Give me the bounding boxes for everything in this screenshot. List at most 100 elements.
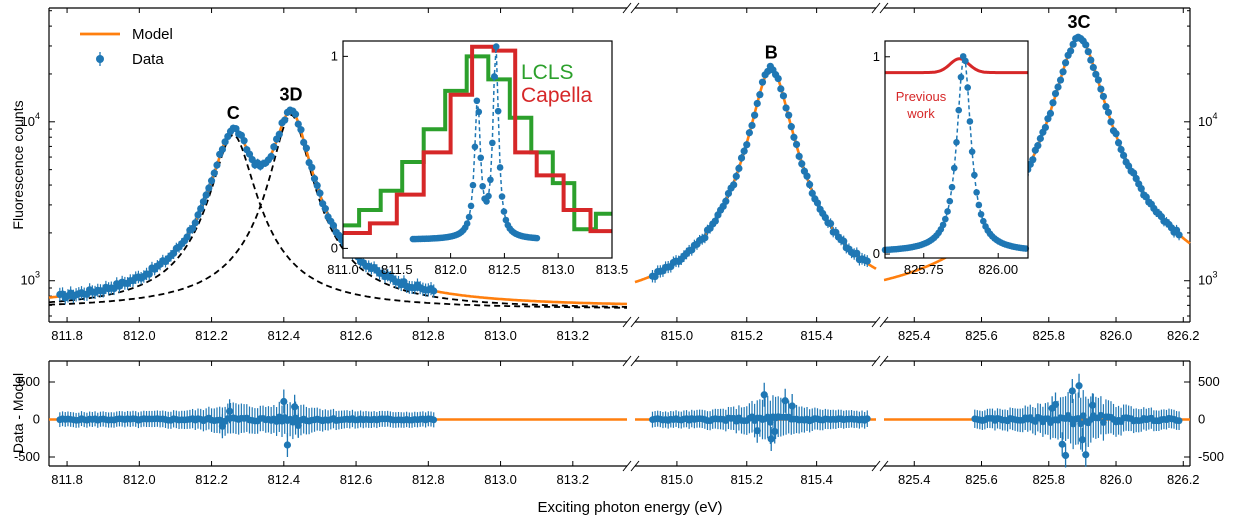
x-tick-label-bottom: 815.0 (661, 472, 694, 487)
residual-point (863, 415, 871, 423)
x-tick-label-top: 811.8 (51, 328, 83, 343)
inset1-data-point (475, 108, 483, 116)
x-tick-label-bottom: 825.8 (1032, 472, 1065, 487)
inset2-x-tick-label: 826.00 (978, 262, 1018, 277)
y-tick-exponent: 3 (1212, 270, 1217, 280)
residual-point (1068, 387, 1076, 395)
data-point (329, 221, 338, 230)
break-mark-top (879, 316, 889, 328)
x-tick-label-top: 826.0 (1100, 328, 1133, 343)
data-point (808, 189, 816, 197)
data-point (188, 224, 197, 233)
inset2-data-point (953, 139, 960, 146)
inset2-data-point (973, 189, 980, 196)
data-point (758, 78, 767, 86)
data-point (1132, 174, 1140, 183)
data-point (300, 138, 308, 147)
data-point (787, 123, 795, 131)
residual-point (1058, 440, 1066, 448)
residual-point (430, 416, 438, 424)
data-point (310, 175, 319, 183)
inset1-step-capella (343, 44, 612, 235)
data-point (281, 116, 289, 124)
inset1-x-tick-label: 812.0 (434, 262, 467, 277)
data-point (826, 219, 835, 228)
inset2-data-point (971, 171, 978, 179)
break-mark-top (622, 2, 632, 14)
residual-point (283, 441, 292, 449)
data-point (1059, 68, 1067, 76)
y-tick-label-top: 104 (1198, 111, 1217, 129)
inset1-data-point (500, 208, 508, 215)
legend-data-marker (96, 55, 104, 63)
data-point (1119, 151, 1128, 160)
x-tick-label-top: 812.6 (340, 328, 373, 343)
data-point (1056, 76, 1065, 84)
residual-point (760, 391, 768, 399)
data-point (732, 172, 740, 180)
x-tick-label-top: 825.6 (965, 328, 998, 343)
data-point (840, 237, 848, 245)
data-point (270, 143, 278, 151)
inset1-x-tick-label: 811.0 (327, 262, 359, 277)
component-c-dashed-line (48, 134, 627, 309)
x-tick-label-top: 812.0 (123, 328, 156, 343)
inset2-y-tick-label: 1 (873, 49, 880, 64)
data-point (724, 189, 733, 198)
y-tick-label-top: 103 (1198, 270, 1217, 288)
data-point (730, 181, 738, 189)
data-point (145, 270, 153, 278)
residual-point (781, 397, 789, 405)
data-point (1102, 103, 1110, 111)
data-point (199, 198, 208, 206)
inset2-frame (884, 40, 1029, 259)
x-tick-label-bottom: 812.0 (123, 472, 156, 487)
residual-point (764, 413, 772, 421)
inset1-data-point (483, 198, 490, 205)
data-point (202, 191, 210, 199)
y-tick-exponent: 3 (35, 270, 40, 280)
data-point (1049, 99, 1057, 107)
x-tick-label-bottom: 815.4 (800, 472, 833, 487)
data-point (240, 137, 248, 145)
data-point (795, 152, 803, 160)
data-point (1067, 47, 1075, 55)
data-point (221, 138, 229, 146)
inset2-data-point (942, 215, 949, 223)
inset1-data-point (496, 164, 504, 171)
data-point (1061, 59, 1070, 67)
data-point (779, 92, 788, 100)
data-point (1041, 123, 1050, 132)
y-tick-exponent: 4 (1212, 111, 1217, 121)
residual-point (1082, 451, 1090, 459)
inset1-frame (342, 40, 613, 259)
x-tick-label-top: 815.2 (730, 328, 763, 343)
data-point (248, 155, 256, 164)
inset1-x-tick-label: 812.5 (488, 262, 521, 277)
data-point (302, 144, 310, 152)
residual-point (1075, 382, 1083, 390)
y-tick-exponent: 4 (35, 111, 40, 121)
y-axis-label-top: Fluorescence counts (10, 100, 26, 229)
residual-point (1061, 451, 1070, 460)
inset2-data-point (964, 84, 971, 91)
inset1-data-point (471, 143, 479, 151)
break-mark-bottom (622, 355, 632, 367)
inset1-x-tick-label: 813.0 (542, 262, 575, 277)
residual-point (1048, 404, 1056, 412)
x-tick-label-top: 812.8 (412, 328, 445, 343)
inset2-data-point (962, 57, 969, 65)
data-point (194, 211, 202, 219)
data-point (711, 217, 719, 225)
x-tick-label-bottom: 825.6 (965, 472, 998, 487)
inset1-data-point (502, 216, 510, 224)
inset2-y-tick-label: 0 (873, 246, 880, 261)
x-tick-label-top: 825.4 (898, 328, 931, 343)
data-point (1069, 40, 1077, 48)
break-mark-bottom (630, 355, 640, 367)
y-axis-label-bottom: Data - Model (10, 373, 26, 453)
x-axis-label: Exciting photon energy (eV) (537, 499, 722, 516)
data-point (313, 181, 321, 190)
spectrum-panel: 811.8 812.0 812.2 812.4 812.6 812.8 813.0 813.2… (21, 2, 1217, 343)
